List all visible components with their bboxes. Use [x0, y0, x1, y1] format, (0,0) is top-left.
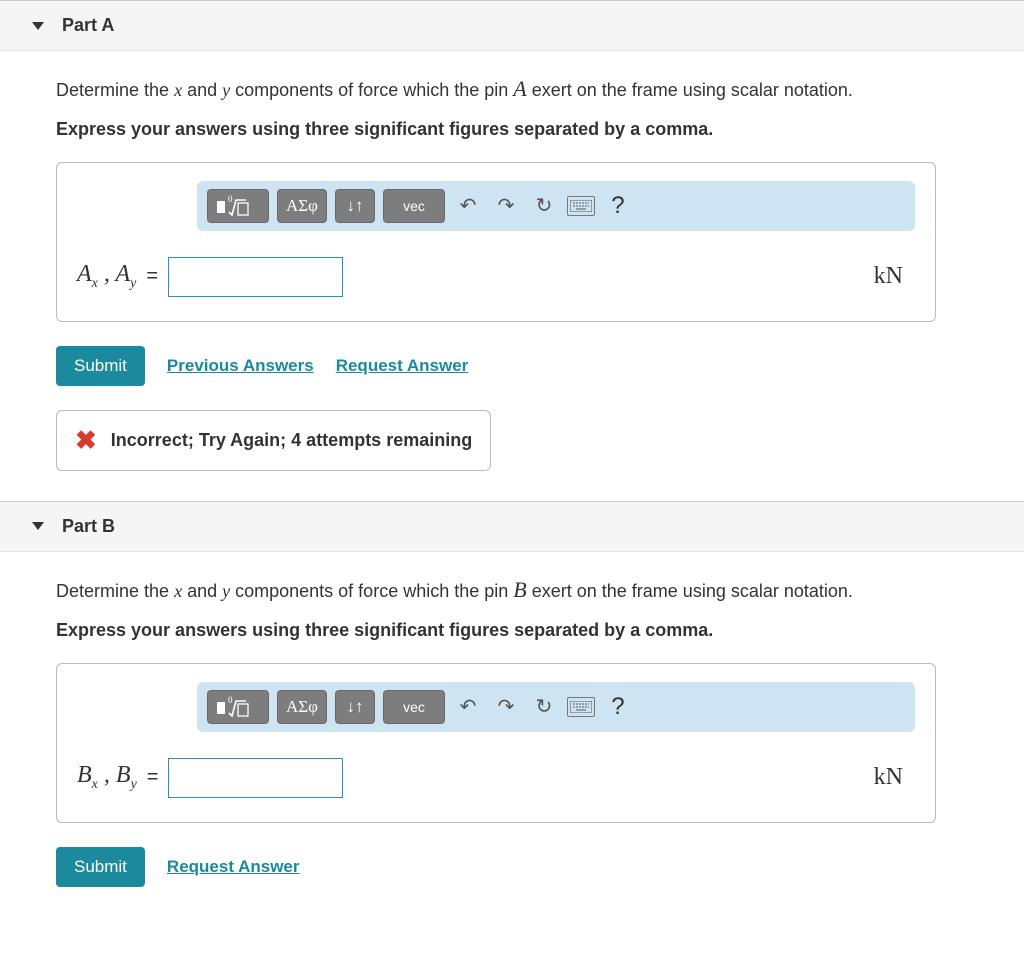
keyboard-icon[interactable] — [567, 196, 595, 216]
help-icon[interactable]: ? — [603, 692, 633, 722]
text: and — [182, 581, 222, 601]
comma: , — [98, 762, 116, 788]
svg-text:0: 0 — [228, 195, 233, 204]
reset-icon[interactable]: ↻ — [529, 692, 559, 722]
var: A — [115, 261, 130, 287]
part-a-answer-box: 0 ΑΣφ ↓↑ vec ↶ ↷ ↻ ? Ax , Ay — [56, 162, 936, 322]
unit-label: kN — [874, 263, 915, 290]
part-a-feedback: ✖ Incorrect; Try Again; 4 attempts remai… — [56, 410, 491, 471]
comma: , — [98, 261, 116, 287]
previous-answers-link[interactable]: Previous Answers — [167, 356, 314, 376]
undo-icon[interactable]: ↶ — [453, 692, 483, 722]
request-answer-link[interactable]: Request Answer — [336, 356, 469, 376]
part-b-submit-row: Submit Request Answer — [56, 847, 1024, 887]
var-pin: A — [513, 76, 526, 101]
undo-icon[interactable]: ↶ — [453, 191, 483, 221]
part-a-title: Part A — [62, 15, 114, 36]
incorrect-icon: ✖ — [75, 425, 97, 456]
part-a-prompt: Determine the x and y components of forc… — [56, 73, 1024, 105]
text: Determine the — [56, 581, 174, 601]
text: exert on the frame using scalar notation… — [527, 581, 853, 601]
greek-button[interactable]: ΑΣφ — [277, 690, 327, 724]
part-a-answer-row: Ax , Ay = kN — [77, 257, 915, 297]
help-icon[interactable]: ? — [603, 191, 633, 221]
var-y: y — [222, 80, 230, 100]
part-b-body: Determine the x and y components of forc… — [0, 552, 1024, 897]
feedback-text: Incorrect; Try Again; 4 attempts remaini… — [111, 430, 472, 451]
var: A — [77, 261, 92, 287]
part-b-instruction: Express your answers using three signifi… — [56, 620, 1024, 641]
answer-label: Bx , By — [77, 762, 137, 793]
var: B — [77, 762, 92, 788]
sub: y — [131, 777, 137, 792]
answer-label: Ax , Ay — [77, 261, 136, 292]
equation-toolbar: 0 ΑΣφ ↓↑ vec ↶ ↷ ↻ ? — [197, 682, 915, 732]
text: Determine the — [56, 80, 174, 100]
submit-button[interactable]: Submit — [56, 847, 145, 887]
part-b-header[interactable]: Part B — [0, 501, 1024, 552]
part-a-submit-row: Submit Previous Answers Request Answer — [56, 346, 1024, 386]
var-x: x — [174, 581, 182, 601]
redo-icon[interactable]: ↷ — [491, 692, 521, 722]
collapse-icon — [32, 522, 44, 530]
var-pin: B — [513, 577, 526, 602]
collapse-icon — [32, 22, 44, 30]
reset-icon[interactable]: ↻ — [529, 191, 559, 221]
templates-button[interactable]: 0 — [207, 189, 269, 223]
part-a-header[interactable]: Part A — [0, 0, 1024, 51]
subscript-button[interactable]: ↓↑ — [335, 690, 375, 724]
unit-label: kN — [874, 764, 915, 791]
part-b-title: Part B — [62, 516, 115, 537]
redo-icon[interactable]: ↷ — [491, 191, 521, 221]
templates-button[interactable]: 0 — [207, 690, 269, 724]
equation-toolbar: 0 ΑΣφ ↓↑ vec ↶ ↷ ↻ ? — [197, 181, 915, 231]
part-a-instruction: Express your answers using three signifi… — [56, 119, 1024, 140]
part-b-answer-box: 0 ΑΣφ ↓↑ vec ↶ ↷ ↻ ? Bx , By — [56, 663, 936, 823]
equals: = — [147, 766, 159, 789]
text: exert on the frame using scalar notation… — [527, 80, 853, 100]
svg-text:0: 0 — [228, 696, 233, 705]
vec-button[interactable]: vec — [383, 690, 445, 724]
text: components of force which the pin — [230, 581, 513, 601]
part-a-body: Determine the x and y components of forc… — [0, 51, 1024, 501]
part-b-answer-row: Bx , By = kN — [77, 758, 915, 798]
text: and — [182, 80, 222, 100]
sub: y — [130, 276, 136, 291]
part-b-answer-input[interactable] — [168, 758, 343, 798]
greek-button[interactable]: ΑΣφ — [277, 189, 327, 223]
keyboard-icon[interactable] — [567, 697, 595, 717]
submit-button[interactable]: Submit — [56, 346, 145, 386]
var: B — [116, 762, 131, 788]
part-a-answer-input[interactable] — [168, 257, 343, 297]
var-x: x — [174, 80, 182, 100]
text: components of force which the pin — [230, 80, 513, 100]
part-b-prompt: Determine the x and y components of forc… — [56, 574, 1024, 606]
vec-button[interactable]: vec — [383, 189, 445, 223]
subscript-button[interactable]: ↓↑ — [335, 189, 375, 223]
equals: = — [146, 265, 158, 288]
request-answer-link[interactable]: Request Answer — [167, 857, 300, 877]
var-y: y — [222, 581, 230, 601]
